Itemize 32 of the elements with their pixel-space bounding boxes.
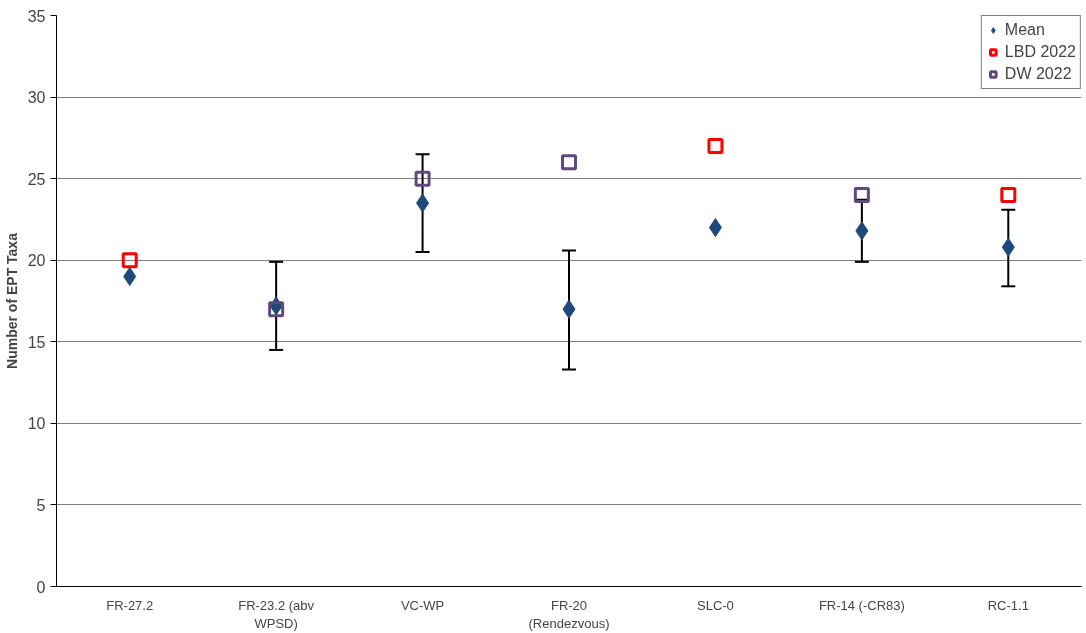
point	[416, 193, 430, 213]
x-tick-label: VC-WP	[400, 597, 445, 613]
y-tick-label: 5	[36, 496, 46, 514]
point	[562, 299, 576, 319]
point	[123, 267, 137, 287]
y-tick-label: 10	[27, 415, 46, 433]
x-tick-label: FR-14 (-CR83)	[818, 597, 905, 613]
point	[268, 301, 285, 318]
x-tick-label: FR-27.2	[106, 597, 154, 613]
y-tick-label: 20	[27, 252, 46, 270]
y-axis-title: Number of EPT Taxa	[3, 232, 20, 369]
x-tick-label: FR-23.2 (abv WPSD)	[238, 597, 315, 631]
legend-label: DW 2022	[1004, 65, 1072, 83]
point	[708, 218, 722, 238]
x-tick-label: RC-1.1	[987, 597, 1029, 613]
point	[121, 252, 138, 269]
legend-label: LBD 2022	[1004, 43, 1076, 61]
point	[1000, 186, 1017, 203]
point	[707, 138, 724, 155]
legend-label: Mean	[1004, 21, 1045, 39]
point	[561, 154, 577, 171]
point	[853, 186, 870, 203]
x-tick-label: FR-20 (Rendezvous)	[528, 597, 610, 631]
y-tick-label: 25	[27, 170, 46, 188]
y-tick-label: 35	[27, 7, 46, 25]
y-tick-label: 15	[27, 333, 46, 351]
point	[414, 170, 431, 187]
x-tick-label: SLC-0	[697, 597, 734, 613]
point	[855, 221, 869, 241]
y-tick-label: 0	[36, 578, 46, 596]
point	[1001, 237, 1015, 257]
y-tick-label: 30	[27, 89, 46, 107]
